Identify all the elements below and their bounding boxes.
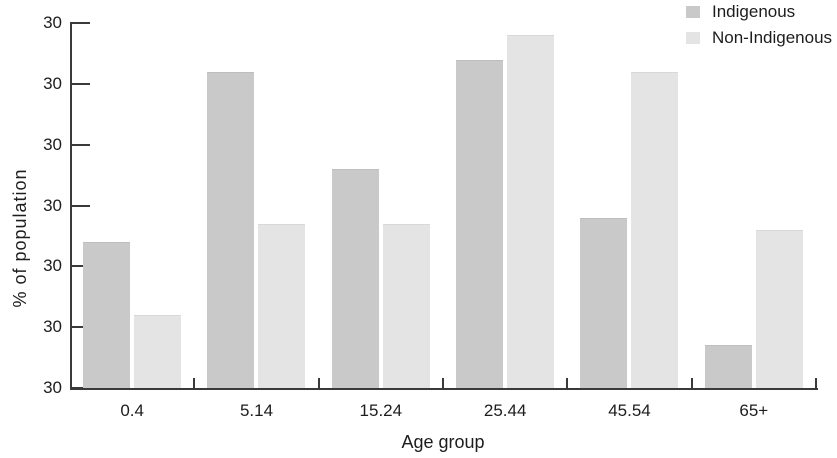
x-axis-tick-labels: 0.4 5.14 15.24 25.44 45.54 65+ (70, 401, 816, 421)
bar-group-15.24 (319, 23, 443, 388)
legend-item-non-indigenous: Non-Indigenous (686, 26, 832, 50)
bar-indigenous-65+ (704, 345, 752, 388)
bar-non-indigenous-45.54 (631, 71, 679, 388)
y-tick-label: 30 (43, 13, 62, 32)
y-axis-line (70, 23, 72, 390)
y-tick-mark (70, 265, 90, 268)
x-tick-mark (566, 378, 569, 388)
y-tick-mark (70, 22, 90, 24)
y-tick-mark (70, 82, 90, 85)
bar-non-indigenous-5.14 (258, 223, 306, 388)
legend-label-non-indigenous: Non-Indigenous (712, 28, 833, 47)
y-tick-label: 30 (43, 317, 62, 337)
bar-indigenous-5.14 (207, 71, 255, 388)
bar-indigenous-45.54 (580, 217, 628, 388)
legend-label-indigenous: Indigenous (712, 2, 796, 21)
y-axis-title: % of population (10, 168, 30, 308)
bar-group-0.4 (70, 23, 194, 388)
indigenous-swatch-icon (686, 6, 700, 18)
plot-area (70, 23, 816, 388)
bar-non-indigenous-15.24 (382, 223, 430, 388)
y-tick-label: 30 (43, 134, 62, 154)
bar-non-indigenous-25.44 (507, 35, 555, 388)
bar-group-45.54 (567, 23, 691, 388)
x-tick-mark (317, 378, 320, 388)
y-tick-label: 30 (43, 73, 62, 93)
y-tick-label: 30 (43, 195, 62, 215)
x-tick-mark (690, 378, 693, 388)
non-indigenous-swatch-icon (686, 32, 700, 44)
x-tick-mark (442, 378, 444, 388)
y-tick-mark (70, 387, 90, 389)
y-tick-label: 30 (43, 378, 62, 397)
x-tick-label: 15.24 (359, 401, 403, 420)
bar-indigenous-0.4 (83, 242, 131, 388)
legend-item-indigenous: Indigenous (686, 0, 832, 24)
x-tick-mark (815, 378, 817, 388)
bar-group-5.14 (194, 23, 318, 388)
x-tick-mark (193, 378, 196, 388)
x-tick-label: 5.14 (239, 401, 274, 420)
x-tick-label: 65+ (739, 401, 769, 420)
bar-non-indigenous-0.4 (134, 315, 182, 388)
x-axis-title: Age group (401, 432, 485, 452)
x-axis-line (70, 388, 818, 390)
bar-indigenous-15.24 (331, 169, 379, 388)
x-tick-label: 45.54 (608, 401, 651, 420)
x-tick-label: 25.44 (483, 401, 527, 420)
bar-group-65+ (692, 23, 816, 388)
bar-group-25.44 (443, 23, 567, 388)
y-tick-mark (70, 204, 90, 207)
y-tick-mark (70, 143, 90, 146)
y-tick-mark (70, 326, 90, 329)
legend: Indigenous Non-Indigenous (686, 0, 832, 50)
x-tick-label: 0.4 (120, 401, 144, 420)
bar-non-indigenous-65+ (755, 229, 803, 388)
bar-indigenous-25.44 (456, 59, 504, 388)
y-tick-label: 30 (43, 256, 62, 276)
